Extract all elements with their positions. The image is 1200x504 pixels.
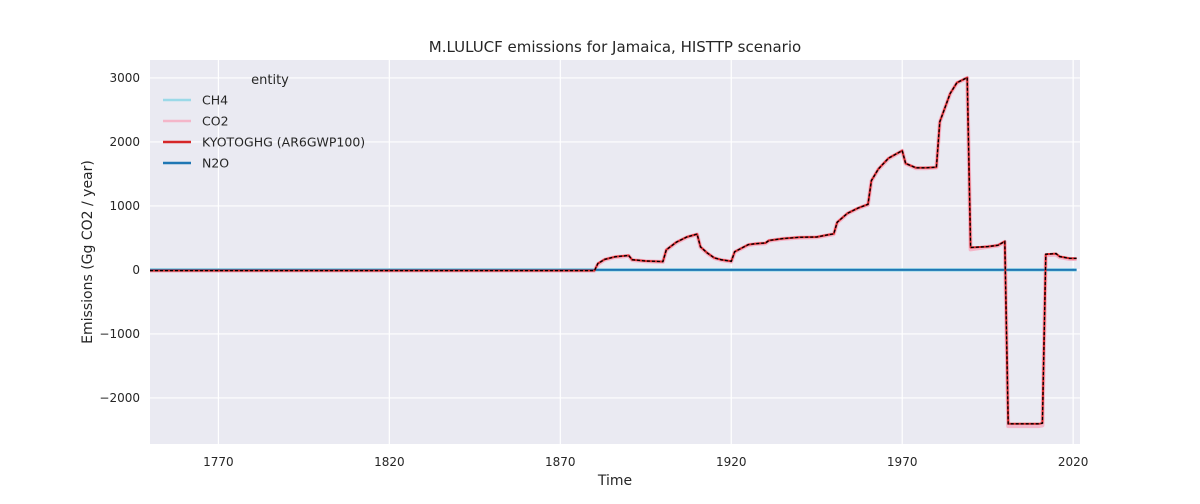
x-axis-label: Time bbox=[597, 473, 632, 489]
total-dotted-line bbox=[150, 76, 1077, 425]
y-tick-label: 2000 bbox=[109, 135, 140, 149]
y-tick-label: 1000 bbox=[109, 199, 140, 213]
legend-items: CH4 CO2 KYOTOGHG (AR6GWP100) N2O bbox=[163, 93, 365, 171]
x-tick-label: 2020 bbox=[1058, 455, 1089, 469]
y-axis-ticks: −2000 −1000 0 1000 2000 3000 bbox=[99, 71, 140, 405]
y-tick-label: 0 bbox=[132, 263, 140, 277]
chart-title: M.LULUCF emissions for Jamaica, HISTTP s… bbox=[429, 38, 801, 56]
x-axis-ticks: 1770 1820 1870 1920 1970 2020 bbox=[203, 455, 1088, 469]
legend-label: KYOTOGHG (AR6GWP100) bbox=[202, 135, 365, 150]
x-tick-label: 1920 bbox=[716, 455, 747, 469]
legend: entity CH4 CO2 KYOTOGHG (AR6GWP100) N2O bbox=[163, 73, 365, 171]
series-layer bbox=[150, 75, 1077, 429]
legend-title: entity bbox=[251, 73, 289, 88]
legend-label: CO2 bbox=[202, 114, 229, 129]
x-tick-label: 1770 bbox=[203, 455, 234, 469]
y-tick-label: 3000 bbox=[109, 71, 140, 85]
x-tick-label: 1870 bbox=[545, 455, 576, 469]
x-tick-label: 1820 bbox=[374, 455, 405, 469]
y-axis-label: Emissions (Gg CO2 / year) bbox=[80, 160, 96, 344]
legend-label: N2O bbox=[202, 156, 229, 171]
x-tick-label: 1970 bbox=[887, 455, 918, 469]
plot-background bbox=[150, 60, 1080, 444]
legend-label: CH4 bbox=[202, 93, 228, 108]
y-tick-label: −1000 bbox=[99, 327, 140, 341]
y-tick-label: −2000 bbox=[99, 391, 140, 405]
